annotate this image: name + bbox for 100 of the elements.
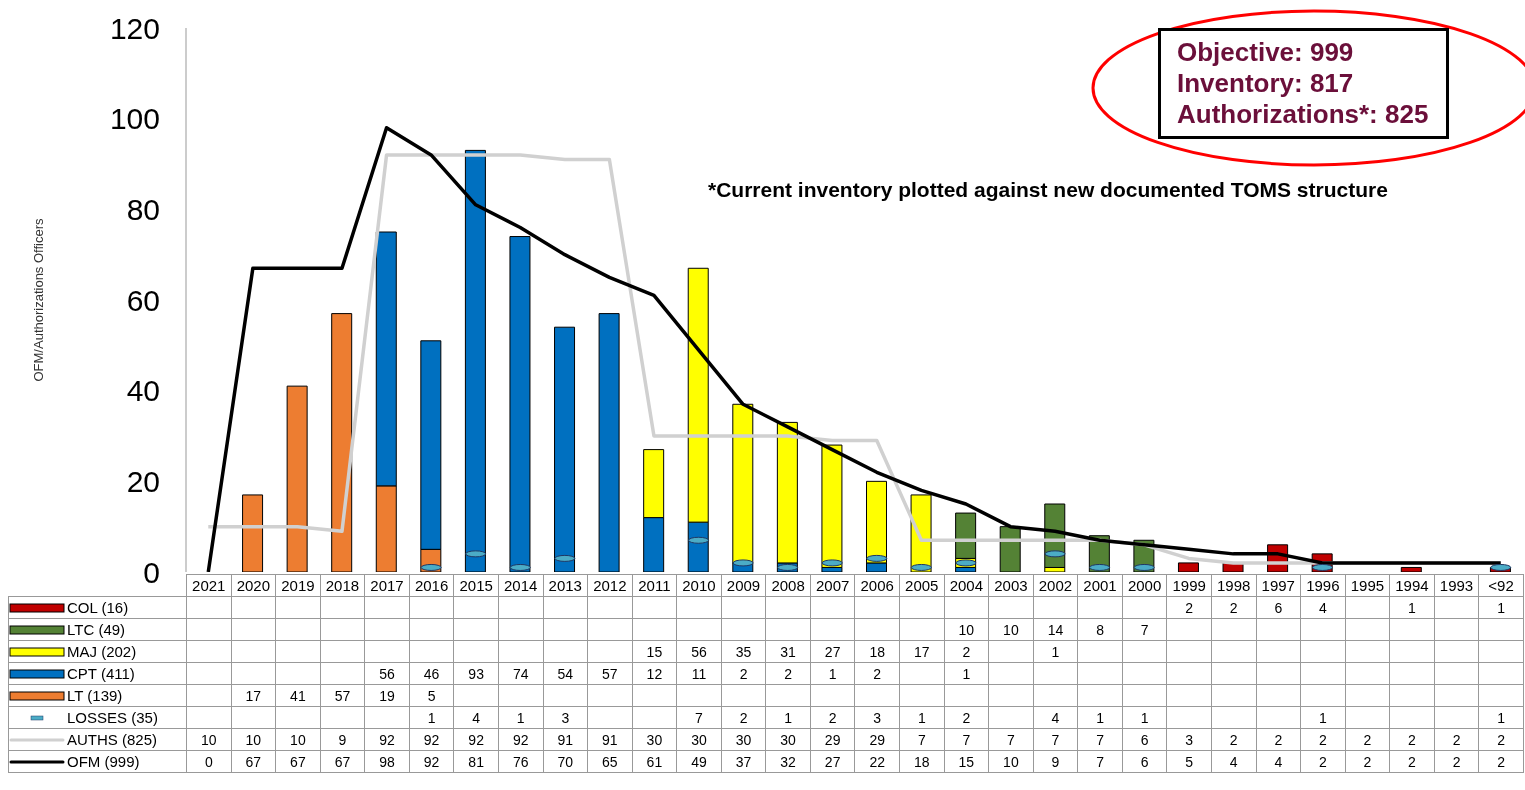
data-label: 54 xyxy=(543,662,588,685)
data-label: 6 xyxy=(1122,728,1167,751)
data-label: 5 xyxy=(409,684,454,707)
data-label: 92 xyxy=(453,728,499,751)
data-label: 7 xyxy=(1077,728,1123,751)
data-label: 2 xyxy=(1478,728,1524,751)
data-label: 2 xyxy=(1389,750,1435,773)
data-label: 2 xyxy=(944,640,989,663)
x-tick-label: 2015 xyxy=(453,574,499,597)
data-label: 4 xyxy=(1256,750,1301,773)
x-tick-label: 2017 xyxy=(364,574,410,597)
data-label: 1 xyxy=(498,706,543,729)
data-label: 7 xyxy=(899,728,945,751)
data-label: 2 xyxy=(1345,728,1390,751)
data-label: 17 xyxy=(231,684,276,707)
data-label: 2 xyxy=(1211,728,1256,751)
data-label: 22 xyxy=(854,750,900,773)
data-label: 2 xyxy=(1434,750,1479,773)
data-label: 32 xyxy=(765,750,811,773)
data-label: 67 xyxy=(275,750,321,773)
data-label: 57 xyxy=(587,662,633,685)
x-tick-label: 1997 xyxy=(1256,574,1301,597)
data-label: 65 xyxy=(587,750,633,773)
data-label: 10 xyxy=(988,750,1034,773)
data-label: 4 xyxy=(1033,706,1078,729)
data-label: 10 xyxy=(186,728,232,751)
data-label: 37 xyxy=(721,750,766,773)
data-label: 2 xyxy=(1478,750,1524,773)
data-label: 92 xyxy=(409,750,454,773)
annotation: Inventory: 817 xyxy=(1177,68,1355,99)
x-tick-label: 2006 xyxy=(854,574,900,597)
data-label: 4 xyxy=(453,706,499,729)
data-label: 98 xyxy=(364,750,410,773)
data-label: 1 xyxy=(899,706,945,729)
data-label: 30 xyxy=(632,728,677,751)
x-tick-label: 2002 xyxy=(1033,574,1078,597)
data-label: 1 xyxy=(765,706,811,729)
data-label: 2 xyxy=(1300,750,1346,773)
data-label: 2 xyxy=(810,706,855,729)
data-label: 92 xyxy=(409,728,454,751)
data-label: 2 xyxy=(765,662,811,685)
bar xyxy=(598,313,620,572)
x-tick-label: 2011 xyxy=(632,574,677,597)
legend-label: LTC (49) xyxy=(66,621,126,639)
data-label: 2 xyxy=(1434,728,1479,751)
data-label: 1 xyxy=(810,662,855,685)
annotation: *Current inventory plotted against new documented TOMS structure xyxy=(708,177,1389,203)
x-tick-label: 1993 xyxy=(1434,574,1479,597)
data-label: 4 xyxy=(1211,750,1256,773)
y-tick-label: 80 xyxy=(126,192,160,226)
data-label: 2 xyxy=(1389,728,1435,751)
data-label: 7 xyxy=(988,728,1034,751)
data-label: 10 xyxy=(231,728,276,751)
data-label: 81 xyxy=(453,750,499,773)
data-label: 1 xyxy=(1122,706,1167,729)
y-tick-label: 60 xyxy=(126,283,160,317)
data-label: 8 xyxy=(1077,618,1123,641)
legend-label: MAJ (202) xyxy=(66,643,137,661)
x-tick-label: 1995 xyxy=(1345,574,1390,597)
data-label: 29 xyxy=(854,728,900,751)
x-tick-label: 2003 xyxy=(988,574,1034,597)
data-label: 10 xyxy=(988,618,1034,641)
data-label: 91 xyxy=(543,728,588,751)
x-tick-label: 2012 xyxy=(587,574,633,597)
data-label: 11 xyxy=(676,662,722,685)
data-label: 10 xyxy=(944,618,989,641)
y-tick-label: 40 xyxy=(126,374,160,408)
annotation: Authorizations*: 825 xyxy=(1177,99,1429,130)
x-tick-label: 2008 xyxy=(765,574,811,597)
data-label: 7 xyxy=(1122,618,1167,641)
data-label: 15 xyxy=(944,750,989,773)
data-label: 1 xyxy=(1033,640,1078,663)
data-label: 17 xyxy=(899,640,945,663)
data-label: 31 xyxy=(765,640,811,663)
bar xyxy=(331,313,353,572)
data-label: 67 xyxy=(320,750,365,773)
bar xyxy=(821,444,843,568)
data-label: 27 xyxy=(810,640,855,663)
x-tick-label: 1994 xyxy=(1389,574,1435,597)
data-label: 7 xyxy=(1077,750,1123,773)
data-label: 2 xyxy=(1256,728,1301,751)
data-label: 18 xyxy=(899,750,945,773)
data-label: 2 xyxy=(944,706,989,729)
data-label: 9 xyxy=(1033,750,1078,773)
data-label: 46 xyxy=(409,662,454,685)
y-axis-title: OFM/Authorizations Officers xyxy=(30,217,46,382)
data-label: 30 xyxy=(765,728,811,751)
data-label: 56 xyxy=(364,662,410,685)
data-label: 27 xyxy=(810,750,855,773)
data-label: 2 xyxy=(1345,750,1390,773)
data-label: 91 xyxy=(587,728,633,751)
y-tick-label: 20 xyxy=(126,464,160,498)
x-tick-label: 2009 xyxy=(721,574,766,597)
data-label: 57 xyxy=(320,684,365,707)
data-label: 15 xyxy=(632,640,677,663)
x-tick-label: 2018 xyxy=(320,574,365,597)
x-tick-label: 1998 xyxy=(1211,574,1256,597)
data-label: 76 xyxy=(498,750,543,773)
data-label: 74 xyxy=(498,662,543,685)
x-tick-label: 2016 xyxy=(409,574,454,597)
